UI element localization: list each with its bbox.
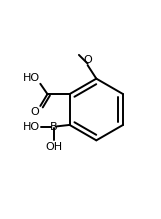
- Text: O: O: [83, 55, 92, 65]
- Text: OH: OH: [45, 142, 62, 152]
- Text: B: B: [50, 122, 58, 131]
- Text: HO: HO: [23, 122, 40, 131]
- Text: HO: HO: [23, 73, 40, 83]
- Text: O: O: [31, 107, 40, 117]
